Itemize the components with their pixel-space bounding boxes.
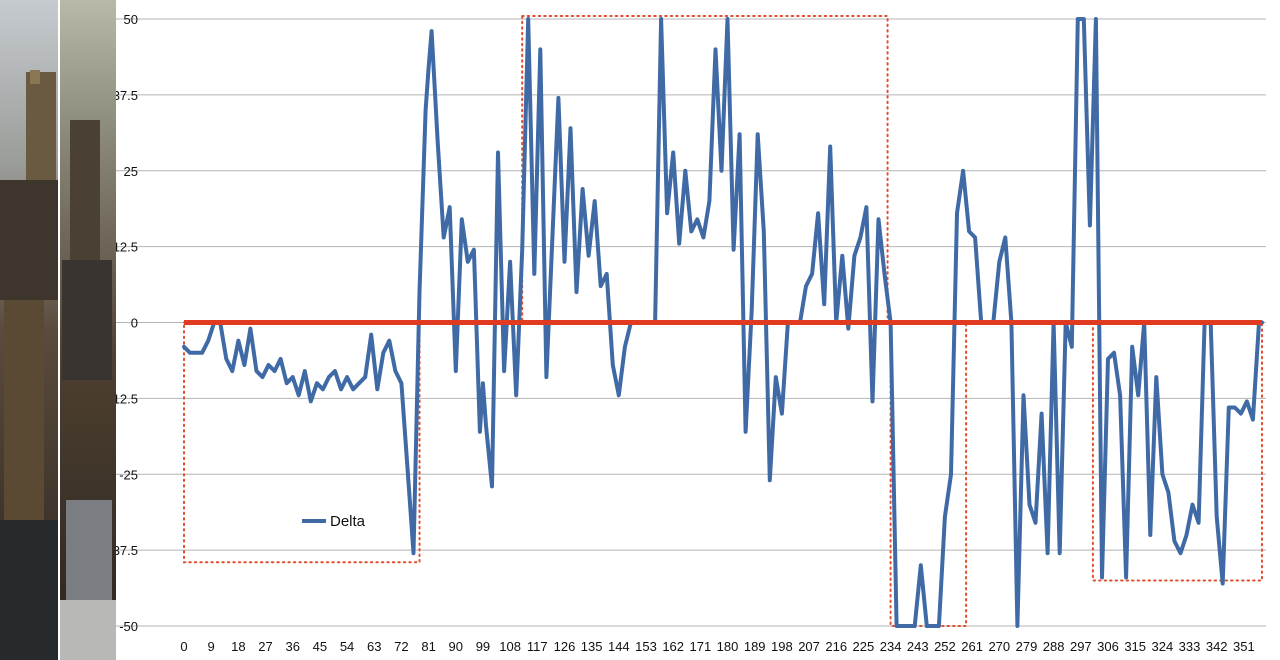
x-tick-label: 135 [581,639,603,654]
y-axis-tick-labels: -50 -37.5 -25 -12.5 0 12.5 25 37.5 50 [116,12,138,634]
x-tick-label: 243 [907,639,929,654]
x-tick-label: 117 [527,639,548,654]
y-tick-label: 0 [131,316,138,331]
series-line-delta [182,17,1264,628]
x-tick-label: 54 [340,639,354,654]
x-tick-label: 225 [853,639,875,654]
x-tick-label: 234 [880,639,902,654]
x-tick-label: 126 [554,639,576,654]
city-skyline-image [0,0,116,660]
x-tick-label: 198 [771,639,793,654]
x-tick-label: 171 [690,639,712,654]
x-tick-label: 315 [1124,639,1146,654]
x-tick-label: 72 [394,639,408,654]
x-tick-label: 9 [208,639,215,654]
x-tick-label: 279 [1016,639,1038,654]
x-tick-label: 297 [1070,639,1092,654]
x-tick-label: 99 [476,639,490,654]
x-tick-label: 351 [1233,639,1255,654]
x-tick-label: 162 [662,639,684,654]
x-tick-label: 18 [231,639,245,654]
series-lines [182,17,1264,628]
x-tick-label: 333 [1179,639,1201,654]
x-tick-label: 306 [1097,639,1119,654]
legend: Delta [302,513,366,530]
x-tick-label: 45 [313,639,327,654]
x-tick-label: 90 [449,639,463,654]
x-tick-label: 261 [961,639,983,654]
y-tick-label: -37.5 [116,543,138,558]
x-tick-label: 108 [499,639,521,654]
y-tick-label: -12.5 [116,391,138,406]
x-axis-tick-labels: 0 9 18 27 36 45 54 63 72 81 90 99 108 117 126 135 144 153… [180,639,1254,654]
x-tick-label: 27 [258,639,272,654]
city-photo-strip [0,0,116,660]
x-tick-label: 63 [367,639,381,654]
y-tick-label: 37.5 [116,88,138,103]
y-tick-label: -50 [119,619,138,634]
x-tick-label: 324 [1152,639,1174,654]
x-tick-label: 342 [1206,639,1228,654]
y-tick-label: 25 [124,164,138,179]
highlight-region-3 [1091,321,1264,582]
x-tick-label: 288 [1043,639,1065,654]
x-tick-label: 189 [744,639,766,654]
x-tick-label: 207 [798,639,820,654]
y-tick-label: -25 [119,467,138,482]
y-tick-label: 50 [124,12,138,27]
x-tick-label: 216 [825,639,847,654]
x-tick-label: 270 [988,639,1010,654]
x-tick-label: 153 [635,639,657,654]
delta-line-chart: -50 -37.5 -25 -12.5 0 12.5 25 37.5 50 0 9 18 27 36 45… [116,0,1280,660]
y-tick-label: 12.5 [116,240,138,255]
x-tick-label: 81 [421,639,435,654]
x-tick-label: 180 [717,639,739,654]
x-tick-label: 0 [180,639,187,654]
x-tick-label: 252 [934,639,956,654]
chart-canvas: -50 -37.5 -25 -12.5 0 12.5 25 37.5 50 0 9 18 27 36 45… [116,12,1266,654]
x-tick-label: 144 [608,639,630,654]
x-tick-label: 36 [285,639,299,654]
legend-label-delta: Delta [330,513,366,530]
